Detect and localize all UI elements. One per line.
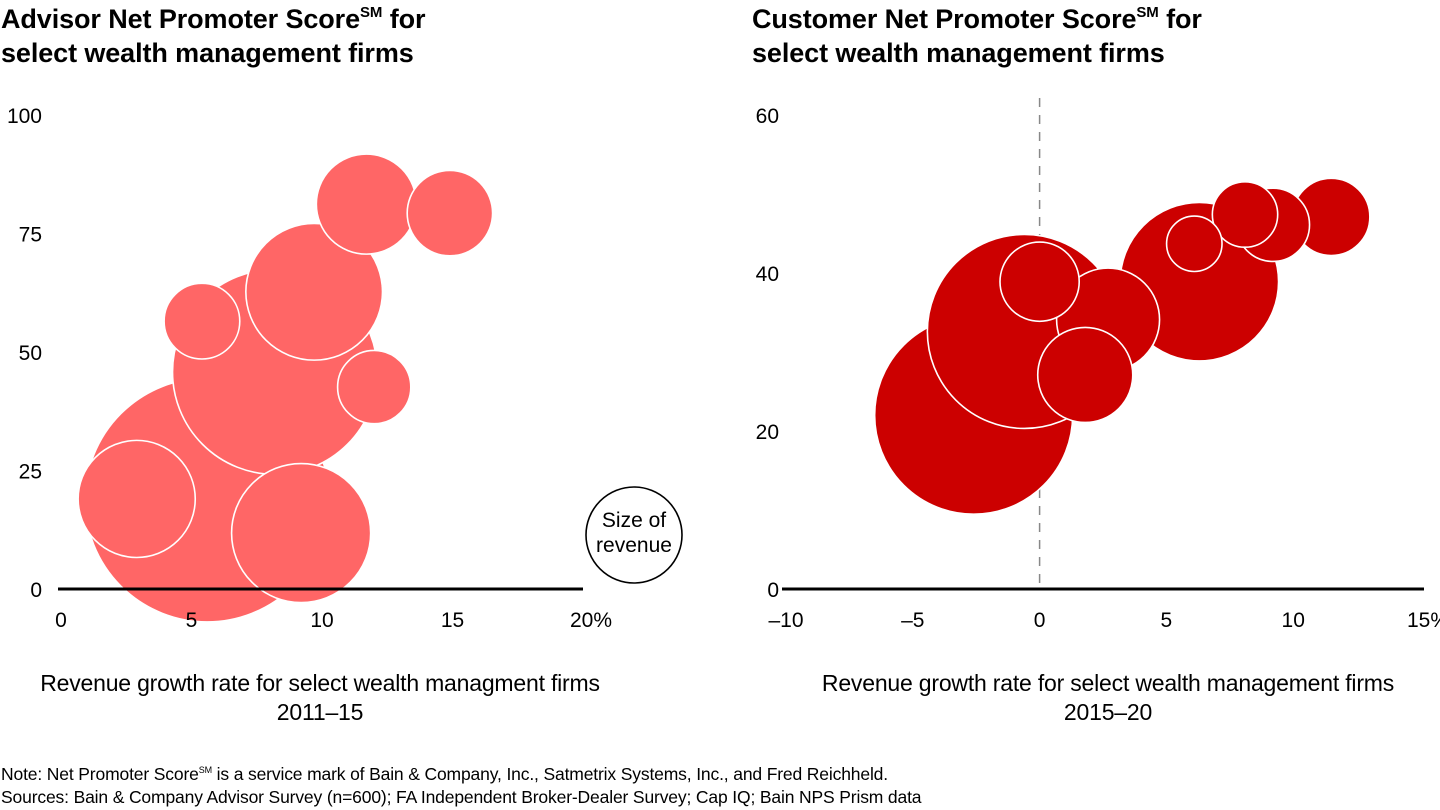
- left-title-rest: for: [382, 4, 426, 34]
- left-chart-title: Advisor Net Promoter ScoreSM for select …: [1, 2, 426, 70]
- right-x-tick-label: 0: [1034, 609, 1046, 632]
- left-bubble-6: [245, 222, 384, 361]
- left-bubble-8: [315, 153, 418, 255]
- left-y-tick-label: 100: [7, 105, 42, 128]
- legend-circle: [585, 486, 683, 584]
- size-legend: Size of revenue: [585, 486, 683, 584]
- legend-text-line1: Size of: [602, 509, 666, 532]
- footnote-rest: is a service mark of Bain & Company, Inc…: [211, 764, 888, 784]
- left-x-axis-label-line1: Revenue growth rate for select wealth ma…: [40, 670, 600, 696]
- right-y-tick-label: 60: [756, 105, 779, 128]
- right-bubble-chart: 0 20 40 60 –10 –5 0 5 10 15%: [756, 98, 1440, 632]
- left-bubble-4: [230, 462, 372, 604]
- left-x-axis-label-line2: 2011–15: [276, 699, 364, 725]
- right-x-tick-label: 10: [1282, 609, 1305, 632]
- right-x-tick-label: 15%: [1407, 609, 1440, 632]
- left-title-main: Advisor Net Promoter Score: [1, 4, 360, 34]
- left-bubble-9: [406, 169, 494, 257]
- footnote-sup: SM: [198, 765, 212, 775]
- right-bubble-9: [1211, 181, 1279, 249]
- footnote: Note: Net Promoter ScoreSM is a service …: [1, 763, 888, 786]
- footnote-prefix: Note: Net Promoter Score: [1, 764, 199, 784]
- right-title-line2: select wealth management firms: [752, 38, 1165, 68]
- left-x-tick-label: 20%: [570, 609, 612, 632]
- left-title-sup: SM: [360, 4, 383, 21]
- left-bubble-5: [163, 282, 241, 360]
- left-y-tick-label: 0: [30, 579, 42, 602]
- left-x-tick-label: 5: [186, 609, 198, 632]
- left-x-tick-label: 10: [310, 609, 333, 632]
- right-bubble-6: [1036, 326, 1134, 424]
- right-title-rest: for: [1158, 4, 1202, 34]
- right-bubble-10: [1165, 215, 1223, 273]
- right-x-tick-label: –5: [901, 609, 924, 632]
- right-x-axis-label-line1: Revenue growth rate for select wealth ma…: [821, 670, 1395, 696]
- left-bubble-chart: 0 25 50 75 100 0 5 10 15 20%: [7, 105, 612, 632]
- right-title-sup: SM: [1136, 4, 1159, 21]
- left-bubble-7: [336, 349, 412, 425]
- left-y-tick-label: 50: [19, 342, 42, 365]
- left-x-axis-label: Revenue growth rate for select wealth ma…: [0, 669, 640, 727]
- left-y-tick-label: 75: [19, 224, 42, 247]
- left-x-tick-label: 15: [441, 609, 464, 632]
- left-y-tick-label: 25: [19, 461, 42, 484]
- right-y-tick-label: 0: [767, 579, 779, 602]
- right-x-axis-label: Revenue growth rate for select wealth ma…: [788, 669, 1428, 727]
- right-title-main: Customer Net Promoter Score: [752, 4, 1137, 34]
- right-x-axis-label-line2: 2015–20: [1063, 699, 1153, 725]
- legend-text-line2: revenue: [596, 534, 672, 557]
- right-x-tick-label: 5: [1161, 609, 1173, 632]
- right-y-tick-label: 40: [756, 263, 779, 286]
- right-y-tick-label: 20: [756, 421, 779, 444]
- right-chart-title: Customer Net Promoter ScoreSM for select…: [752, 2, 1202, 70]
- left-title-line2: select wealth management firms: [1, 38, 414, 68]
- right-x-tick-label: –10: [768, 609, 803, 632]
- right-bubble-5: [999, 241, 1080, 323]
- left-x-tick-label: 0: [55, 609, 67, 632]
- left-bubble-3: [77, 439, 197, 559]
- sources: Sources: Bain & Company Advisor Survey (…: [1, 787, 922, 807]
